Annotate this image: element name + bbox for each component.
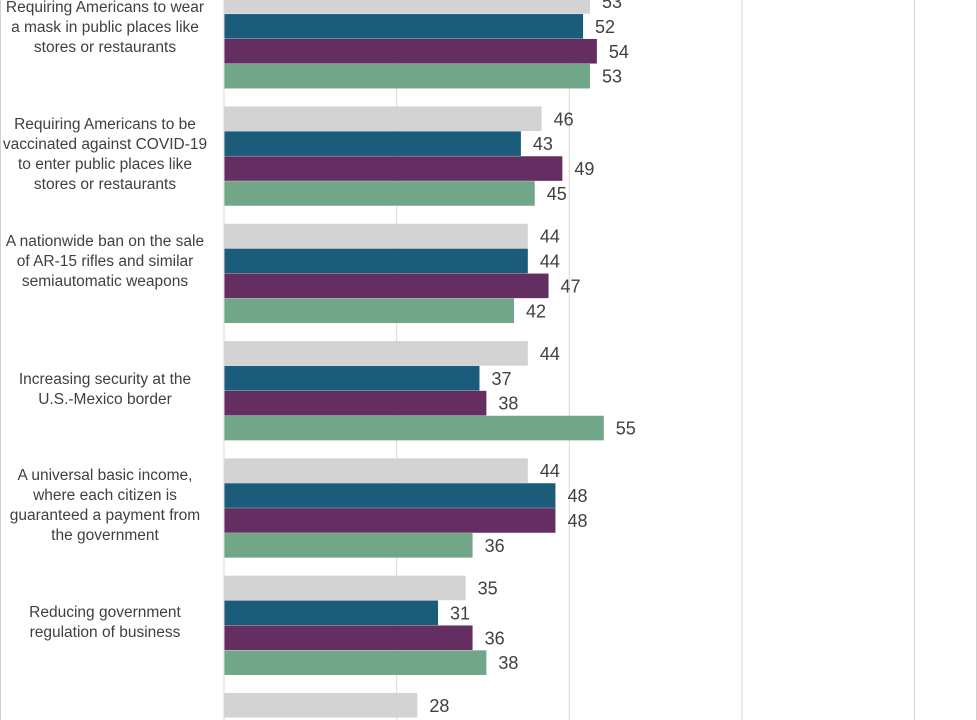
- bar: [224, 483, 556, 508]
- bar: [224, 415, 604, 441]
- data-label: 35: [478, 578, 498, 598]
- bar: [224, 533, 473, 558]
- data-label: 36: [485, 628, 505, 648]
- data-label: 42: [526, 301, 546, 321]
- bar: [224, 575, 466, 601]
- data-label: 45: [547, 184, 567, 204]
- category-label: A universal basic income, where each cit…: [9, 467, 201, 544]
- data-label: 55: [616, 419, 636, 439]
- category-label: Requiring Americans to wear a mask in pu…: [5, 0, 205, 56]
- bar: [224, 38, 597, 64]
- data-label: 43: [533, 134, 553, 154]
- bar: [224, 365, 480, 391]
- data-label: 37: [491, 369, 511, 389]
- data-label: 38: [498, 653, 518, 673]
- bar: [224, 692, 418, 718]
- data-label: 44: [540, 251, 560, 271]
- bar: [224, 248, 528, 274]
- category-label: Requiring Americans to be vaccinated aga…: [2, 116, 208, 193]
- data-label: 28: [429, 696, 449, 716]
- bar: [224, 650, 487, 675]
- bar: [224, 458, 528, 483]
- data-label: 44: [540, 461, 560, 481]
- bar: [224, 106, 542, 132]
- bar: [224, 508, 556, 533]
- data-label: 52: [595, 17, 615, 37]
- bar: [224, 131, 521, 156]
- chart-frame-left: [0, 0, 1, 720]
- data-label: 31: [450, 603, 470, 623]
- bar: [224, 341, 528, 366]
- bar: [224, 0, 590, 14]
- category-label: Increasing security at the U.S.-Mexico b…: [18, 371, 192, 408]
- bar: [224, 273, 549, 299]
- bar: [224, 298, 515, 324]
- data-label: 44: [540, 227, 560, 247]
- data-label: 53: [602, 67, 622, 87]
- data-label: 38: [498, 394, 518, 414]
- data-label: 54: [609, 42, 629, 62]
- category-label: A nationwide ban on the sale of AR-15 ri…: [5, 233, 205, 290]
- data-label: 53: [602, 0, 622, 12]
- bar: [224, 390, 487, 416]
- data-label: 48: [567, 511, 587, 531]
- data-label: 46: [554, 109, 574, 129]
- bar: [224, 600, 439, 626]
- data-label: 44: [540, 344, 560, 364]
- category-label: Reducing government regulation of busine…: [29, 604, 181, 641]
- data-label: 48: [567, 486, 587, 506]
- data-label: 36: [485, 536, 505, 556]
- bar: [224, 223, 528, 249]
- bar: [224, 625, 473, 651]
- data-label: 47: [561, 276, 581, 296]
- bar: [224, 181, 535, 206]
- bar: [224, 14, 584, 39]
- bar: [224, 156, 563, 181]
- bar: [224, 63, 590, 89]
- data-label: 49: [574, 159, 594, 179]
